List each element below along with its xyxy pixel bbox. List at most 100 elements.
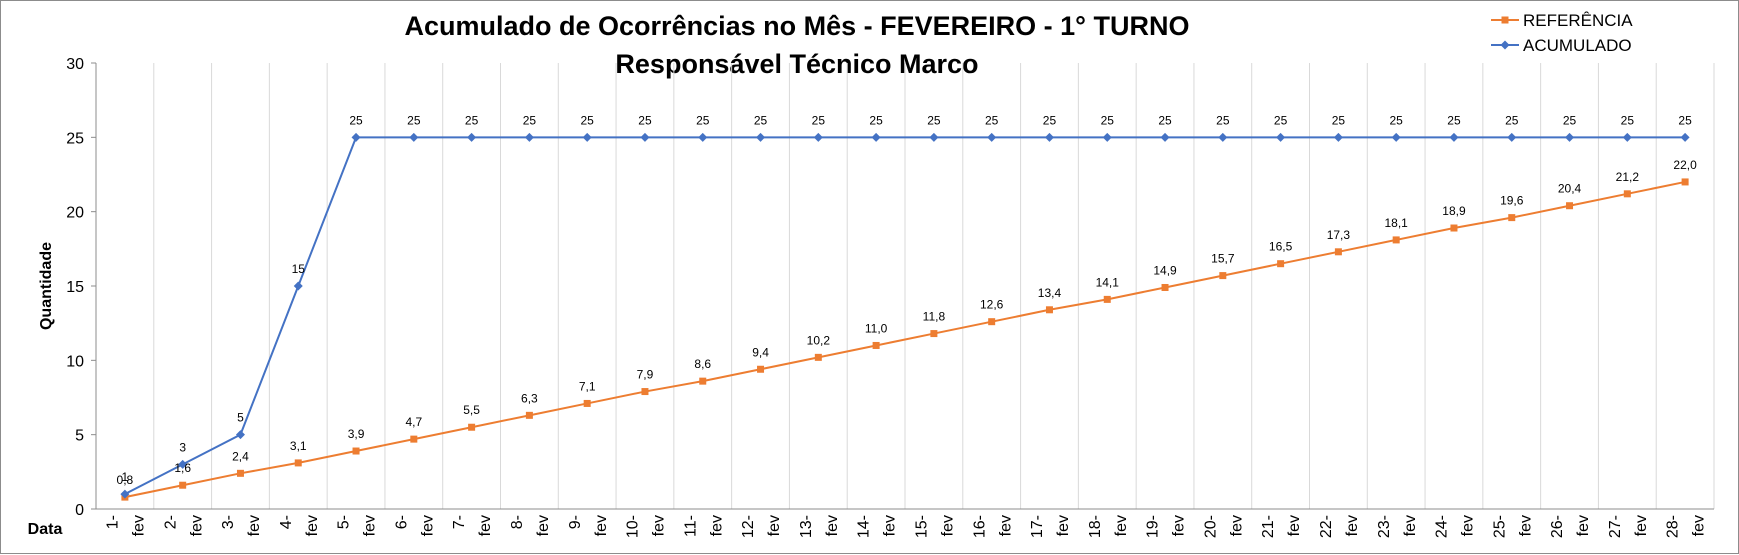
y-tick-label: 5 xyxy=(75,428,84,445)
y-tick-label: 20 xyxy=(66,205,84,222)
x-tick-month: fev xyxy=(997,515,1014,536)
data-point-acumulado xyxy=(178,459,188,469)
x-tick-day: 22- xyxy=(1318,515,1335,538)
data-label-acumulado: 25 xyxy=(1389,113,1403,127)
x-tick-day: 28- xyxy=(1665,515,1682,538)
data-label-referencia: 22,0 xyxy=(1673,158,1697,172)
data-point-referencia xyxy=(294,459,302,467)
data-point-acumulado xyxy=(524,132,534,142)
data-point-acumulado xyxy=(1333,132,1343,142)
data-point-acumulado xyxy=(813,132,823,142)
data-point-referencia xyxy=(410,435,418,443)
data-point-referencia xyxy=(525,411,533,419)
x-tick-month: fev xyxy=(246,515,263,536)
data-point-acumulado xyxy=(1680,132,1690,142)
data-point-acumulado xyxy=(640,132,650,142)
legend-label: REFERÊNCIA xyxy=(1523,11,1633,30)
x-tick-day: 18- xyxy=(1087,515,1104,538)
data-label-referencia: 21,2 xyxy=(1616,170,1640,184)
x-tick-month: fev xyxy=(188,515,205,536)
data-label-referencia: 12,6 xyxy=(980,298,1004,312)
x-tick-month: fev xyxy=(1344,515,1361,536)
data-point-referencia xyxy=(352,447,360,455)
data-label-acumulado: 25 xyxy=(1043,113,1057,127)
x-tick-label: 7- fev xyxy=(451,515,494,536)
data-label-referencia: 14,1 xyxy=(1096,275,1120,289)
x-tick-day: 11- xyxy=(682,515,699,537)
data-label-referencia: 2,4 xyxy=(232,449,249,463)
x-tick-day: 23- xyxy=(1376,515,1393,538)
data-label-acumulado: 5 xyxy=(237,411,244,425)
x-tick-day: 21- xyxy=(1260,515,1277,538)
data-point-acumulado xyxy=(929,132,939,142)
data-point-acumulado xyxy=(1449,132,1459,142)
data-point-acumulado xyxy=(1102,132,1112,142)
x-tick-month: fev xyxy=(1113,515,1130,536)
x-tick-label: 1- fev xyxy=(104,515,147,536)
data-label-acumulado: 25 xyxy=(985,113,999,127)
data-label-acumulado: 25 xyxy=(349,113,363,127)
x-tick-month: fev xyxy=(1691,515,1708,536)
data-point-acumulado xyxy=(1276,132,1286,142)
data-label-acumulado: 25 xyxy=(1621,113,1635,127)
data-point-acumulado xyxy=(235,430,245,440)
x-tick-month: fev xyxy=(477,515,494,536)
data-point-referencia xyxy=(641,388,649,396)
data-point-acumulado xyxy=(1044,132,1054,142)
x-tick-labels: 1- fev 2- fev 3- fev 4- fev 5- fev 6- fev 7- fev 8- fev… xyxy=(104,515,1707,538)
x-tick-month: fev xyxy=(1517,515,1534,536)
data-label-acumulado: 25 xyxy=(1563,113,1577,127)
y-axis-title: Quantidade xyxy=(38,242,55,330)
data-point-referencia xyxy=(236,469,244,477)
series-markers xyxy=(120,132,1690,501)
data-point-referencia xyxy=(1161,283,1169,291)
data-point-referencia xyxy=(1103,295,1111,303)
x-tick-month: fev xyxy=(130,515,147,536)
y-tick-label: 10 xyxy=(66,353,84,370)
chart-title: Acumulado de Ocorrências no Mês - FEVERE… xyxy=(405,11,1190,41)
x-tick-label: 4- fev xyxy=(278,515,321,536)
x-tick-day: 13- xyxy=(798,515,815,538)
data-point-referencia xyxy=(583,399,591,407)
data-label-acumulado: 25 xyxy=(523,113,537,127)
x-axis-title: Data xyxy=(28,521,63,538)
y-tick-labels: 0 5 10 15 20 25 30 xyxy=(66,56,84,519)
x-tick-label: 25- fev xyxy=(1491,515,1534,538)
data-label-referencia: 11,8 xyxy=(923,310,946,324)
data-point-acumulado xyxy=(1391,132,1401,142)
x-tick-day: 3- xyxy=(220,515,237,529)
x-tick-label: 8- fev xyxy=(509,515,552,536)
x-tick-month: fev xyxy=(1402,515,1419,536)
data-label-referencia: 15,7 xyxy=(1211,252,1235,266)
data-label-referencia: 10,2 xyxy=(807,333,831,347)
data-label-acumulado: 25 xyxy=(812,113,826,127)
data-label-acumulado: 25 xyxy=(407,113,421,127)
legend-marker xyxy=(1501,16,1509,24)
data-point-acumulado xyxy=(293,281,303,291)
data-point-referencia xyxy=(1392,236,1400,244)
data-point-acumulado xyxy=(1565,132,1575,142)
series-line-referencia xyxy=(124,180,1686,499)
x-tick-month: fev xyxy=(304,515,321,536)
data-point-referencia xyxy=(1334,248,1342,256)
x-tick-day: 17- xyxy=(1029,515,1046,538)
x-tick-day: 6- xyxy=(393,515,410,529)
x-tick-label: 14- fev xyxy=(856,515,899,538)
data-point-referencia xyxy=(1219,272,1227,280)
x-tick-label: 10- fev xyxy=(625,515,668,538)
x-tick-label: 13- fev xyxy=(798,515,841,538)
x-tick-month: fev xyxy=(535,515,552,536)
data-label-referencia: 16,5 xyxy=(1269,240,1293,254)
x-tick-label: 22- fev xyxy=(1318,515,1361,538)
x-tick-label: 15- fev xyxy=(913,515,956,538)
x-tick-day: 15- xyxy=(913,515,930,538)
data-point-referencia xyxy=(757,365,765,373)
data-point-acumulado xyxy=(1160,132,1170,142)
data-point-referencia xyxy=(1508,214,1516,222)
legend-item-acumulado: ACUMULADO xyxy=(1491,36,1632,55)
y-tick-label: 0 xyxy=(75,502,84,519)
x-tick-month: fev xyxy=(651,515,668,536)
data-label-acumulado: 25 xyxy=(580,113,594,127)
x-tick-label: 12- fev xyxy=(740,515,783,538)
